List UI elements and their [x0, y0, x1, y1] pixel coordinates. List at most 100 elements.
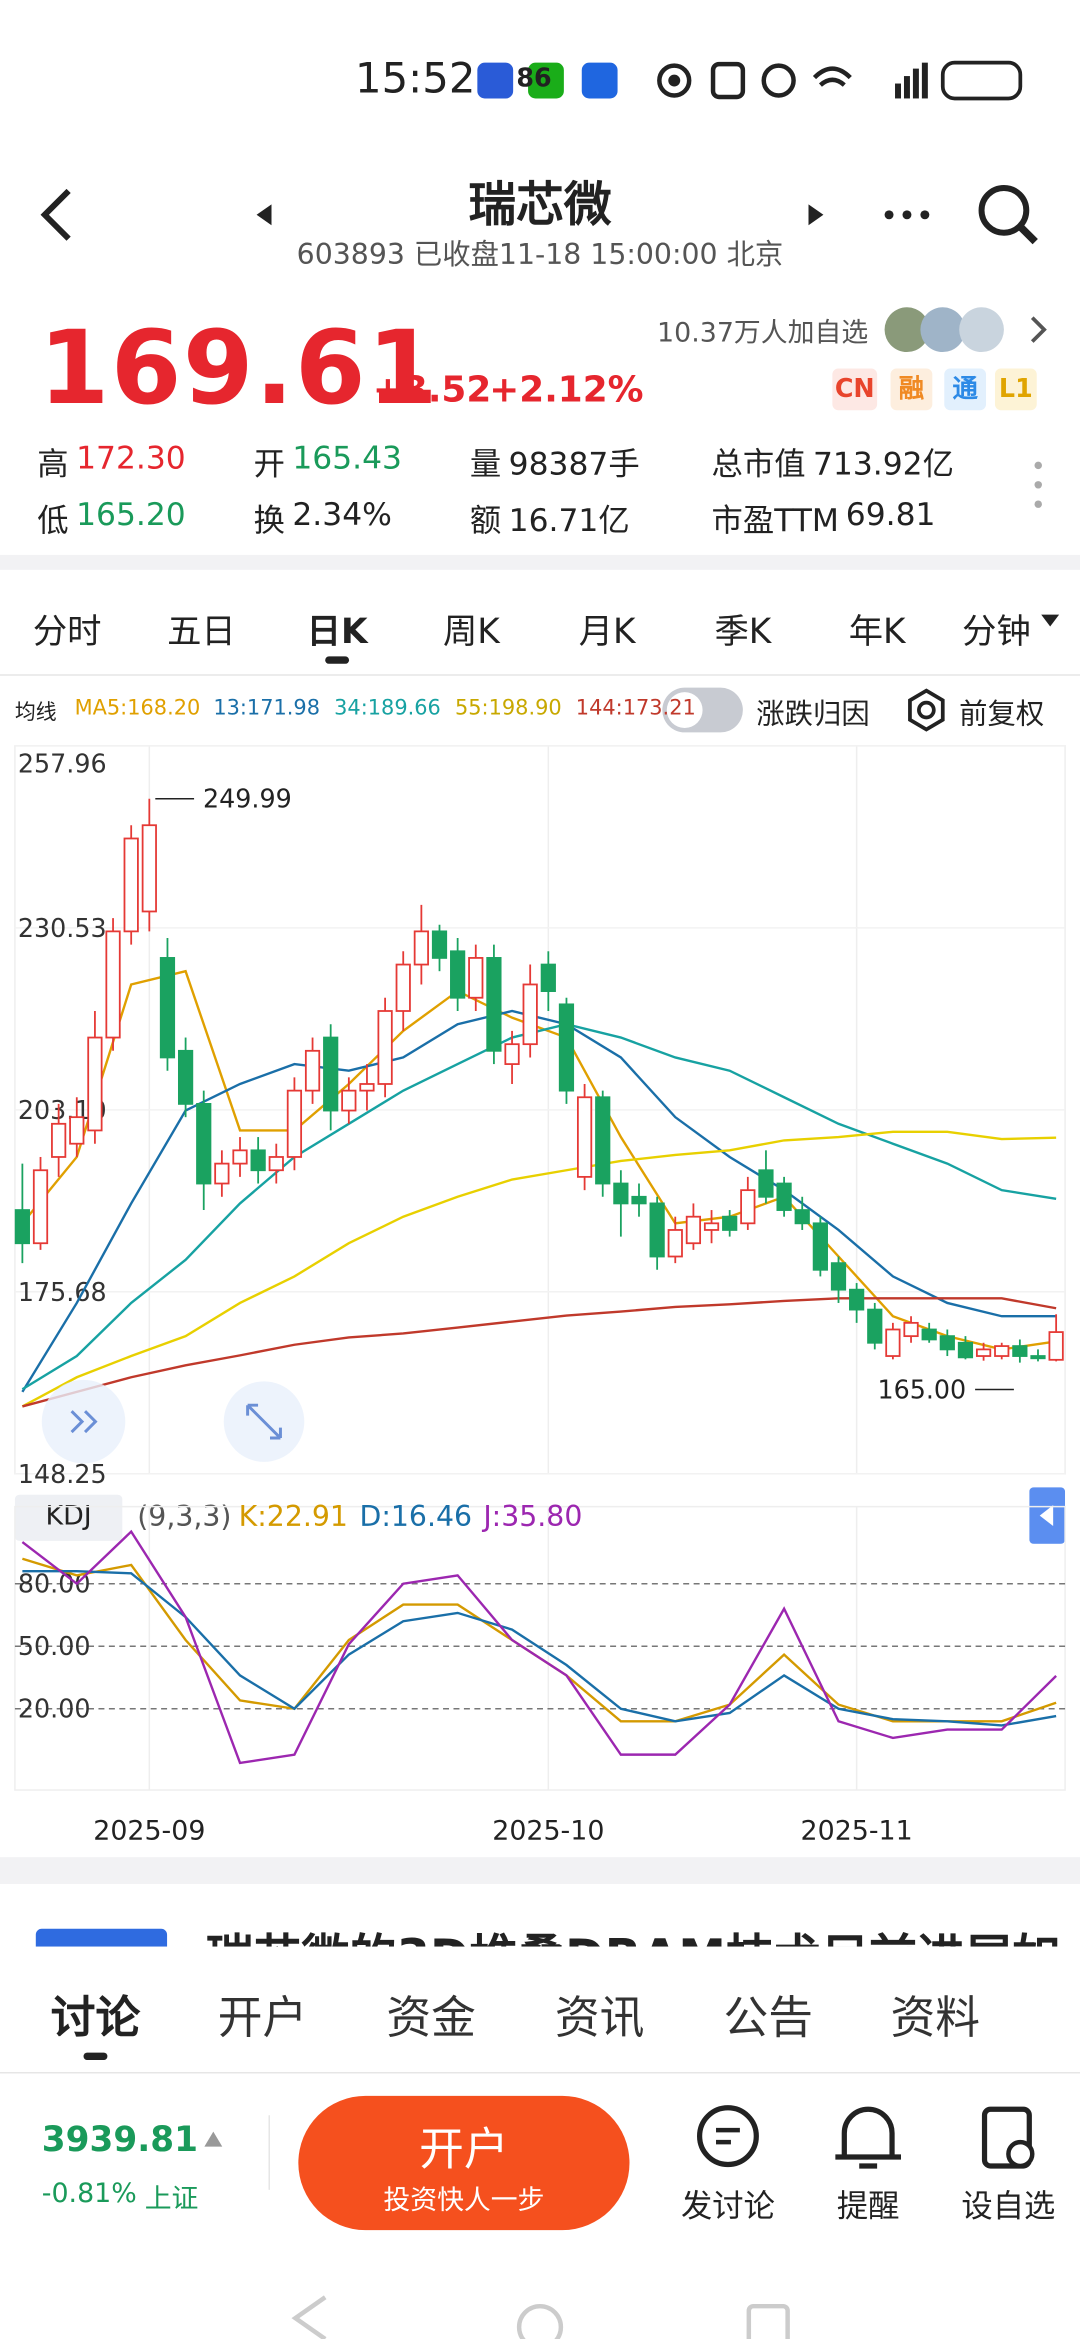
prev-stock[interactable]	[254, 201, 275, 228]
more-button[interactable]	[877, 197, 937, 227]
x-tick-label: 2025-11	[801, 1815, 913, 1846]
candle-body	[903, 1321, 919, 1338]
ma-line	[21, 1023, 1057, 1391]
action-label[interactable]: 提醒	[836, 2188, 900, 2225]
candle-body	[341, 1089, 357, 1112]
kdj-line	[22, 1570, 1057, 1727]
back-button[interactable]	[30, 179, 90, 251]
stat-label: 总市值	[711, 446, 806, 482]
candle-body	[1030, 1355, 1046, 1360]
button-title: 开户	[419, 2124, 509, 2177]
follower-avatars[interactable]	[880, 304, 1053, 355]
period-tab[interactable]: 年K	[848, 613, 906, 652]
candle-body	[740, 1189, 756, 1225]
panel-toggle[interactable]	[1029, 1487, 1066, 1544]
y-tick-label: 230.53	[18, 913, 107, 943]
y-tick-label: 148.25	[18, 1459, 107, 1489]
action-label[interactable]: 发讨论	[680, 2188, 775, 2225]
content-tab[interactable]: 资讯	[554, 1992, 645, 2046]
status-time: 15:52	[355, 53, 476, 103]
candle-body	[667, 1229, 683, 1258]
content-tab[interactable]: 资料	[890, 1992, 981, 2046]
period-tab[interactable]: 五日	[167, 613, 236, 652]
candle-body	[522, 983, 538, 1046]
kdj-frame	[14, 1505, 1066, 1791]
divider	[268, 2115, 270, 2190]
zoom-icon	[246, 1403, 282, 1440]
ma-line	[21, 969, 1057, 1351]
stats-more[interactable]	[1029, 459, 1047, 510]
candle-body	[141, 824, 157, 913]
candle-body	[377, 1010, 393, 1085]
candle-body	[1048, 1331, 1064, 1361]
period-tab[interactable]: 月K	[578, 613, 636, 652]
candle-body	[849, 1288, 865, 1311]
followers: 10.37万人加自选	[657, 317, 869, 350]
content-tab[interactable]: 资金	[386, 1992, 476, 2046]
action-label[interactable]: 设自选	[961, 2188, 1056, 2225]
period-tab[interactable]: 季K	[714, 613, 772, 652]
x-tick-label: 2025-09	[93, 1815, 205, 1846]
candle-body	[486, 957, 502, 1052]
candle-body	[994, 1345, 1010, 1357]
ma-line	[21, 1130, 1057, 1408]
kdj-badge[interactable]	[14, 1494, 123, 1541]
kdj-title: KDJ	[45, 1500, 92, 1532]
period-tab[interactable]: 分时	[32, 613, 102, 652]
candle-body	[794, 1209, 810, 1225]
stat-value: 98387手	[508, 446, 640, 482]
candle-body	[703, 1222, 720, 1231]
high-label: 249.99	[203, 784, 292, 814]
y-tick-label: 175.68	[18, 1277, 107, 1307]
candle-body	[87, 1036, 103, 1132]
candle-body	[595, 1096, 611, 1185]
tab-indicator	[325, 656, 350, 664]
teaser-badge	[35, 1928, 168, 1947]
ma-legend-item: 13:171.98	[213, 696, 321, 721]
candle-body	[214, 1162, 230, 1185]
index-change: -0.81%	[41, 2177, 137, 2210]
candle-body	[758, 1169, 774, 1198]
settings-icon[interactable]	[904, 686, 949, 734]
teaser-text[interactable]: 瑞芯微的3D堆叠DRAM技术目前进展如	[206, 1920, 1060, 1947]
candle-body	[232, 1149, 248, 1165]
content-tab[interactable]: 开户	[217, 1992, 308, 2046]
adjust-label: 前复权	[959, 698, 1045, 731]
button-subtitle: 投资快人一步	[383, 2185, 545, 2217]
period-tab[interactable]: 分钟	[962, 613, 1031, 652]
quote-badge: CN	[832, 368, 878, 411]
stock-status: 603893 已收盘11-18 15:00:00 北京	[296, 238, 784, 272]
bottom-tabs-bg	[0, 1946, 1080, 2074]
candle-body	[250, 1149, 266, 1172]
low-label: 165.00	[877, 1374, 966, 1404]
candle-body	[268, 1156, 284, 1172]
candle-body	[957, 1341, 974, 1359]
price-change-pct: +2.12%	[489, 368, 644, 411]
kdj-legend-item: J:35.80	[483, 1500, 583, 1534]
tab-indicator	[83, 2052, 108, 2061]
battery-level: 86	[516, 64, 552, 94]
period-tab[interactable]: 日K	[306, 613, 368, 652]
candle-body	[32, 1169, 49, 1245]
period-tab[interactable]: 周K	[442, 613, 500, 652]
content-tab[interactable]: 讨论	[50, 1992, 141, 2046]
open-account-button[interactable]	[298, 2095, 630, 2231]
candle-body	[975, 1348, 992, 1357]
candle-body	[885, 1328, 901, 1357]
candle-body	[177, 1049, 194, 1105]
dropdown-arrow[interactable]	[1040, 612, 1061, 630]
kdj-line	[21, 1529, 1057, 1765]
candle-body	[395, 963, 411, 1012]
candle-body	[776, 1182, 792, 1211]
y-tick-label: 80.00	[18, 1569, 91, 1599]
content-tab[interactable]: 公告	[723, 1992, 813, 2046]
candle-body	[939, 1335, 955, 1351]
next-stock[interactable]	[806, 201, 827, 228]
candle-body	[105, 930, 121, 1039]
search-button[interactable]	[973, 179, 1042, 248]
candle-body	[867, 1308, 883, 1344]
stat-value: 16.71亿	[508, 502, 630, 539]
candle-body	[51, 1122, 67, 1158]
toggle-switch[interactable]	[661, 686, 745, 734]
